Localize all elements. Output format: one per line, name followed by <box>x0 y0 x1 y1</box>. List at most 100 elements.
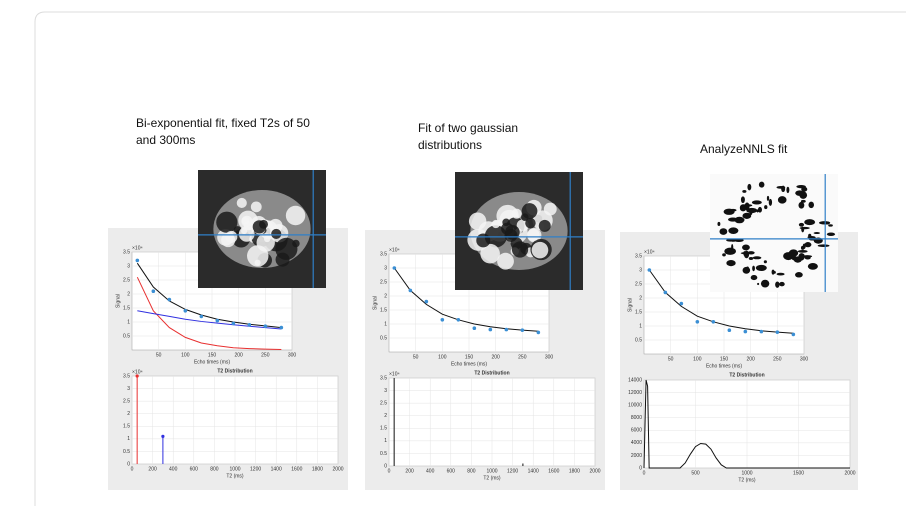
y-tick-label: 1.5 <box>123 305 130 311</box>
card-border <box>34 11 906 506</box>
speckle <box>750 275 758 281</box>
data-point <box>151 289 156 294</box>
panel-title: Bi-exponential fit, fixed T2s of 50 and … <box>136 116 310 147</box>
x-tick-label: 1200 <box>507 468 518 474</box>
data-point <box>183 309 188 313</box>
x-tick-label: 0 <box>643 470 646 476</box>
speckle <box>746 207 758 214</box>
tissue-spot <box>292 239 300 248</box>
curve <box>648 269 794 334</box>
y-axis-label: Signal <box>627 298 633 312</box>
y-tick-label: 2.5 <box>380 279 387 285</box>
panel-title: AnalyzeNNLS fit <box>700 142 788 156</box>
curve <box>136 276 282 350</box>
x-tick-label: 250 <box>261 352 270 358</box>
axis-exponent: ×10⁴ <box>389 371 400 377</box>
y-tick-label: 3.5 <box>635 253 642 259</box>
x-tick-label: 1200 <box>250 466 261 472</box>
tissue-spot <box>238 226 255 242</box>
data-point <box>775 330 780 334</box>
y-tick-label: 1.5 <box>123 424 130 430</box>
tissue-spot <box>538 219 551 232</box>
tissue-spot <box>285 205 306 226</box>
x-tick-label: 50 <box>156 352 162 358</box>
plot: 0 200 400 600 800 1000 1200 1400 1600 1800 2000 0 0.… <box>380 370 601 481</box>
speckle <box>725 251 735 254</box>
y-tick-label: 2 <box>127 291 130 297</box>
x-tick-label: 600 <box>190 466 199 472</box>
speckle <box>751 200 762 205</box>
speckle <box>743 250 750 259</box>
y-tick-label: 3.5 <box>123 249 130 255</box>
data-point <box>695 320 700 324</box>
data-point <box>456 318 461 322</box>
speckle <box>788 249 799 257</box>
speckle <box>797 249 808 253</box>
y-tick-label: 3.5 <box>380 375 387 381</box>
x-tick-label: 600 <box>447 468 456 474</box>
axis-exponent: ×10⁴ <box>132 369 143 375</box>
speckle <box>799 226 810 230</box>
x-axis-label: T2 (ms) <box>483 475 501 481</box>
speckle <box>728 217 738 222</box>
y-axis-label: Signal <box>115 294 121 308</box>
data-point <box>488 327 493 332</box>
speckle <box>793 256 802 263</box>
x-tick-label: 1600 <box>548 468 559 474</box>
tissue-spot <box>216 211 238 233</box>
y-tick-label: 10000 <box>628 402 642 408</box>
speckle <box>731 244 734 251</box>
speckle <box>760 279 770 288</box>
mri-image <box>455 172 583 290</box>
y-tick-label: 0.5 <box>123 449 130 455</box>
speckle <box>775 281 780 288</box>
speckle <box>779 281 785 287</box>
y-tick-label: 0.5 <box>380 451 387 457</box>
speckle <box>776 185 786 189</box>
speckle <box>742 266 751 274</box>
y-tick-label: 3 <box>127 263 130 269</box>
speckle <box>798 222 805 227</box>
tissue-spot <box>252 220 266 234</box>
x-tick-label: 300 <box>800 356 809 362</box>
x-tick-label: 200 <box>405 468 414 474</box>
tissue-spot <box>491 219 500 229</box>
tissue-spot <box>225 230 238 243</box>
y-tick-label: 12000 <box>628 390 642 396</box>
plot: 0 500 1000 1500 2000 0 2000 4000 6000 8000 10000 12… <box>628 372 856 483</box>
data-point <box>135 258 140 263</box>
x-tick-label: 800 <box>210 466 219 472</box>
tissue-spot <box>263 235 271 243</box>
x-tick-label: 500 <box>691 470 700 476</box>
tissue-spot <box>241 217 250 225</box>
data-point <box>279 325 284 330</box>
y-tick-label: 1 <box>384 321 387 327</box>
x-tick-label: 1000 <box>741 470 752 476</box>
x-tick-label: 1500 <box>793 470 804 476</box>
plot: 0 200 400 600 800 1000 1200 1400 1600 1800 2000 0 0.… <box>123 368 344 479</box>
y-tick-label: 0.5 <box>123 333 130 339</box>
speckle <box>752 265 755 272</box>
tissue-spot <box>511 241 529 258</box>
x-axis-label: Echo times (ms) <box>194 359 230 365</box>
y-tick-label: 2.5 <box>123 398 130 404</box>
data-point <box>711 320 716 324</box>
data-point <box>663 290 668 295</box>
speckle <box>755 264 767 271</box>
x-tick-label: 200 <box>746 356 755 362</box>
x-tick-label: 1800 <box>569 468 580 474</box>
speckle <box>726 259 736 267</box>
tissue-spot <box>250 201 262 213</box>
speckle <box>804 219 816 226</box>
speckle <box>776 272 785 276</box>
x-tick-label: 1600 <box>291 466 302 472</box>
speckle <box>728 227 739 234</box>
tissue-spot <box>511 208 522 219</box>
data-point <box>392 266 397 270</box>
tissue-spot <box>521 203 538 219</box>
y-tick-label: 6000 <box>631 428 642 434</box>
data-point <box>743 329 748 334</box>
speckle <box>802 255 813 258</box>
y-tick-label: 2 <box>639 295 642 301</box>
speckle <box>795 272 803 278</box>
